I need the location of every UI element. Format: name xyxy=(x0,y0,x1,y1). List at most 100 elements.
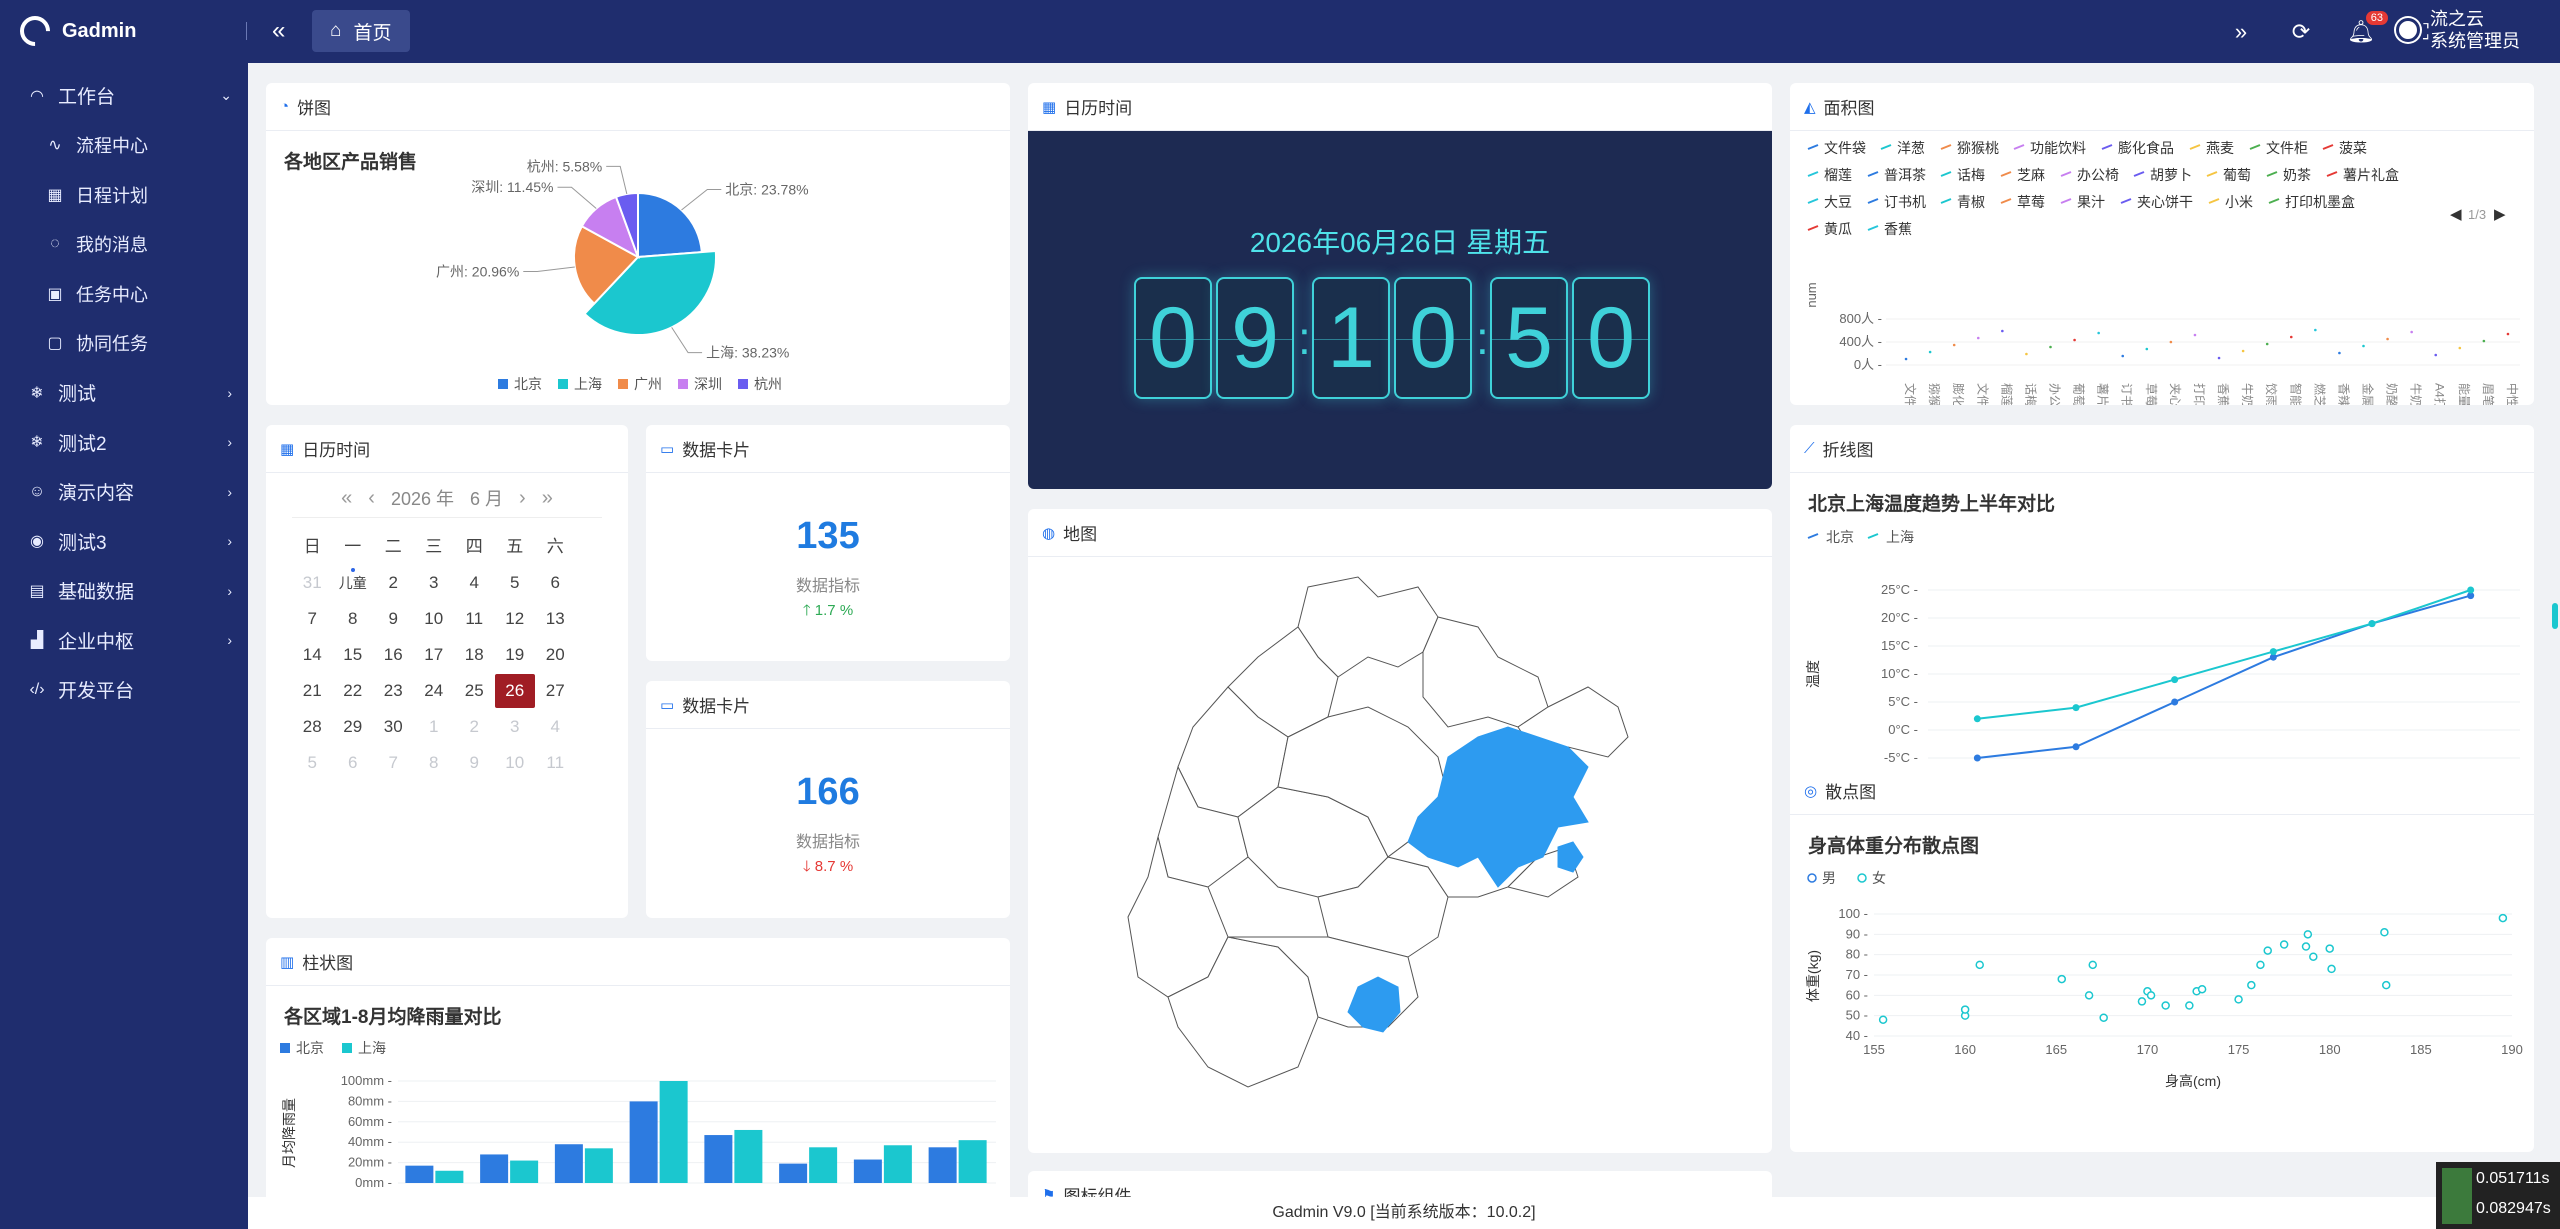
forward-icon[interactable]: » xyxy=(2234,19,2248,44)
legend-label[interactable]: 榴莲 xyxy=(1824,167,1852,183)
data-point[interactable] xyxy=(2269,653,2277,661)
legend-label[interactable]: 上海 xyxy=(358,1040,386,1056)
region-map[interactable] xyxy=(1028,557,1772,1153)
data-point[interactable] xyxy=(2368,620,2376,628)
bar[interactable] xyxy=(928,1147,957,1183)
legend-label[interactable]: 黄瓜 xyxy=(1824,221,1852,237)
user-menu[interactable]: 流之云 系统管理员 xyxy=(2396,8,2520,52)
scatter-point[interactable] xyxy=(1960,1005,1970,1014)
tab-home[interactable]: ⌂ 首页 xyxy=(312,10,410,52)
bar[interactable] xyxy=(584,1148,613,1183)
calendar-day[interactable]: 29 xyxy=(333,710,374,744)
data-point[interactable] xyxy=(2171,676,2179,684)
legend-label[interactable]: 北京 xyxy=(296,1040,324,1056)
calendar-day[interactable]: 21 xyxy=(292,674,333,708)
calendar-day[interactable]: 6 xyxy=(535,566,576,600)
calendar-month[interactable]: 6 月 xyxy=(470,489,504,509)
scatter-point[interactable] xyxy=(2303,930,2313,939)
data-point[interactable] xyxy=(2072,704,2080,712)
calendar-day[interactable]: 30 xyxy=(373,710,414,744)
legend-label[interactable]: 上海 xyxy=(1886,529,1914,545)
scatter-point[interactable] xyxy=(2247,980,2256,990)
legend-label[interactable]: 葡萄 xyxy=(2223,167,2251,183)
pie-slice[interactable] xyxy=(637,191,703,259)
scatter-point[interactable] xyxy=(2279,940,2289,949)
calendar-day[interactable]: 26 xyxy=(494,674,535,708)
scatter-point[interactable] xyxy=(2380,928,2389,937)
calendar-day[interactable]: 12 xyxy=(495,602,536,636)
calendar-day[interactable]: 11 xyxy=(454,602,495,636)
bar[interactable] xyxy=(629,1101,658,1183)
next-year-icon[interactable]: » xyxy=(541,486,553,509)
sidebar-item[interactable]: ∿ 流程中心 xyxy=(0,121,248,171)
scatter-point[interactable] xyxy=(2498,913,2508,923)
calendar-day[interactable]: 4 xyxy=(454,566,495,600)
collapse-sidebar-icon[interactable]: « xyxy=(272,17,286,44)
calendar-day[interactable]: 22 xyxy=(333,674,374,708)
legend-label[interactable]: 果汁 xyxy=(2077,194,2105,210)
scatter-point[interactable] xyxy=(2301,942,2311,951)
legend-label[interactable]: 男 xyxy=(1822,870,1836,886)
calendar-day[interactable]: 27 xyxy=(535,674,576,708)
legend-label[interactable]: 香蕉 xyxy=(1884,221,1912,237)
scatter-point[interactable] xyxy=(2256,960,2265,970)
calendar-day[interactable]: 8 xyxy=(333,602,374,636)
calendar-day[interactable]: 20 xyxy=(535,638,576,672)
bar[interactable] xyxy=(554,1144,583,1183)
legend-label[interactable]: 夹心饼干 xyxy=(2137,194,2193,210)
data-point[interactable] xyxy=(2072,743,2080,751)
sidebar-item[interactable]: ‹/› 开发平台 xyxy=(0,665,248,715)
scatter-point[interactable] xyxy=(2185,1001,2194,1010)
calendar-day[interactable]: 28 xyxy=(292,710,333,744)
legend-label[interactable]: 文件柜 xyxy=(2266,140,2308,156)
legend-label[interactable]: 话梅 xyxy=(1957,167,1985,183)
bar[interactable] xyxy=(435,1170,464,1183)
bar[interactable] xyxy=(853,1159,882,1183)
sidebar-item[interactable]: ▢ 协同任务 xyxy=(0,319,248,369)
calendar-day[interactable]: 31 xyxy=(292,566,333,600)
calendar-day[interactable]: 儿童 xyxy=(333,566,374,600)
calendar-day[interactable]: 1 xyxy=(414,710,455,744)
bar[interactable] xyxy=(779,1163,808,1183)
app-logo[interactable]: Gadmin xyxy=(13,9,136,53)
calendar-day[interactable]: 16 xyxy=(373,638,414,672)
legend-label[interactable]: 女 xyxy=(1872,870,1886,886)
bar[interactable] xyxy=(809,1147,838,1183)
legend-label[interactable]: 青椒 xyxy=(1957,194,1985,210)
calendar-day[interactable]: 10 xyxy=(414,602,455,636)
scatter-point[interactable] xyxy=(2327,964,2336,974)
calendar-day[interactable]: 25 xyxy=(454,674,495,708)
scatter-point[interactable] xyxy=(2234,995,2243,1004)
scatter-point[interactable] xyxy=(2381,980,2391,990)
bar[interactable] xyxy=(659,1081,688,1183)
scatter-point[interactable] xyxy=(2088,960,2097,970)
sidebar-item[interactable]: ▣ 任务中心 xyxy=(0,269,248,319)
legend-label[interactable]: 北京 xyxy=(1826,529,1854,545)
bar[interactable] xyxy=(704,1135,733,1183)
legend-label[interactable]: 办公椅 xyxy=(2077,167,2119,183)
legend-label[interactable]: 猕猴桃 xyxy=(1957,140,1999,156)
calendar-day[interactable]: 8 xyxy=(414,746,455,780)
refresh-icon[interactable]: ⟳ xyxy=(2291,19,2311,44)
bar[interactable] xyxy=(405,1165,434,1183)
calendar-day[interactable]: 13 xyxy=(535,602,576,636)
data-point[interactable] xyxy=(1973,715,1981,723)
calendar-day[interactable]: 18 xyxy=(454,638,495,672)
scatter-point[interactable] xyxy=(1975,960,1984,970)
legend-label[interactable]: 胡萝卜 xyxy=(2150,167,2192,183)
calendar-day[interactable]: 5 xyxy=(292,746,333,780)
scatter-point[interactable] xyxy=(2137,997,2147,1006)
calendar-day[interactable]: 23 xyxy=(373,674,414,708)
calendar-day[interactable]: 6 xyxy=(333,746,374,780)
bar[interactable] xyxy=(734,1129,763,1183)
legend-label[interactable]: 普洱茶 xyxy=(1884,167,1926,183)
scatter-point[interactable] xyxy=(2325,944,2334,953)
pie-slice[interactable] xyxy=(573,224,640,306)
calendar-day[interactable]: 3 xyxy=(414,566,455,600)
legend-label[interactable]: 订书机 xyxy=(1884,194,1926,210)
scatter-point[interactable] xyxy=(2057,974,2067,984)
legend-label[interactable]: 菠菜 xyxy=(2339,140,2367,156)
data-point[interactable] xyxy=(2171,698,2179,706)
calendar-day[interactable]: 7 xyxy=(373,746,414,780)
calendar-day[interactable]: 9 xyxy=(373,602,414,636)
